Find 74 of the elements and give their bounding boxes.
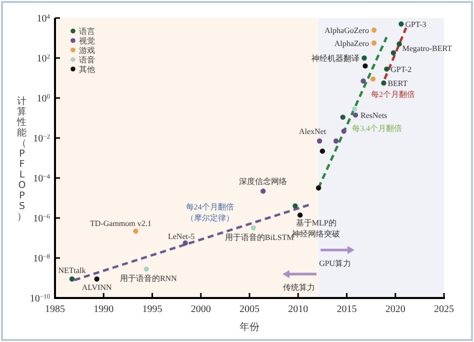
ytick: 10$^{−8}$ — [33, 253, 50, 264]
annotation: Megatro-BERT — [402, 44, 452, 54]
point — [340, 114, 346, 120]
xtick: 2010 — [288, 304, 308, 315]
point — [341, 128, 346, 134]
annotation: AlexNet — [298, 126, 326, 136]
annotation: TD-Gammom v2.1 — [90, 219, 152, 228]
point — [292, 203, 298, 209]
annotation: 基于MLP的神经网络突破 — [292, 218, 340, 239]
y-axis-title: 计算性能（PFLOPS） — [17, 96, 27, 222]
point — [362, 63, 368, 69]
point — [381, 80, 386, 86]
annotation: 传统算力 — [282, 283, 315, 292]
annotation: 每24个月翻倍（摩尔定律） — [186, 202, 234, 223]
point — [94, 276, 100, 282]
xtick: 2015 — [336, 304, 357, 315]
point — [390, 50, 396, 56]
point — [371, 40, 377, 46]
x-axis-title: 年份 — [240, 321, 260, 333]
ytick: 10$^{−4}$ — [33, 173, 50, 184]
annotation: GPT-2 — [390, 65, 412, 74]
annotation: AlphaGoZero — [324, 26, 369, 36]
annotation: GPT-3 — [405, 20, 426, 30]
point — [352, 106, 358, 112]
xtick: 2025 — [434, 304, 454, 315]
point — [182, 240, 188, 246]
point — [144, 266, 150, 272]
point — [398, 21, 404, 27]
annotation: GPU算力 — [319, 259, 352, 268]
point — [362, 55, 367, 61]
point — [333, 138, 339, 144]
point — [69, 276, 75, 282]
annotation: ALVINN — [82, 283, 112, 292]
xtick: 2005 — [240, 304, 260, 315]
xtick: 1990 — [94, 304, 114, 315]
point — [352, 112, 358, 118]
xtick: 2020 — [385, 304, 406, 315]
point — [360, 78, 366, 84]
point — [320, 148, 326, 154]
ytick: 10$^{−2}$ — [33, 133, 50, 144]
point — [371, 27, 377, 33]
annotation: 用于语音的BiLSTM — [224, 232, 294, 242]
annotation: 每3.4个月翻倍 — [352, 124, 402, 134]
annotation: 深度信念网络 — [239, 177, 288, 186]
annotation: 神经机器翻译 — [311, 54, 360, 63]
xtick: 1985 — [45, 304, 65, 315]
annotation: NETtalk — [58, 266, 86, 275]
point — [260, 188, 266, 194]
point — [370, 76, 376, 82]
legend-label: 语言 — [79, 27, 95, 36]
annotation: BERT — [388, 79, 408, 88]
point — [316, 138, 322, 144]
ytick: 10$^{−6}$ — [33, 213, 50, 224]
xtick: 2000 — [190, 304, 211, 315]
legend-label: 视觉 — [79, 36, 95, 46]
annotation: 每2个月翻倍 — [371, 90, 416, 99]
point — [133, 228, 138, 234]
point — [316, 185, 322, 190]
ytick: 10$^{0}$ — [36, 93, 50, 104]
annotation: LeNet-5 — [168, 232, 195, 242]
xtick: 1995 — [142, 304, 162, 315]
point — [250, 225, 256, 230]
annotation: ResNets — [360, 111, 388, 120]
point — [396, 41, 402, 47]
ytick: 10$^{4}$ — [36, 13, 50, 24]
legend-label: 其他 — [79, 65, 95, 74]
point — [297, 212, 303, 218]
point — [384, 66, 390, 72]
ytick: 10$^{2}$ — [36, 53, 50, 64]
annotation: 用于语音的RNN — [120, 274, 177, 284]
legend-label: 游戏 — [79, 46, 95, 56]
legend-label: 语音 — [79, 56, 95, 65]
ytick: 10$^{−10}$ — [30, 293, 50, 304]
annotation: AlphaZero — [334, 39, 369, 48]
